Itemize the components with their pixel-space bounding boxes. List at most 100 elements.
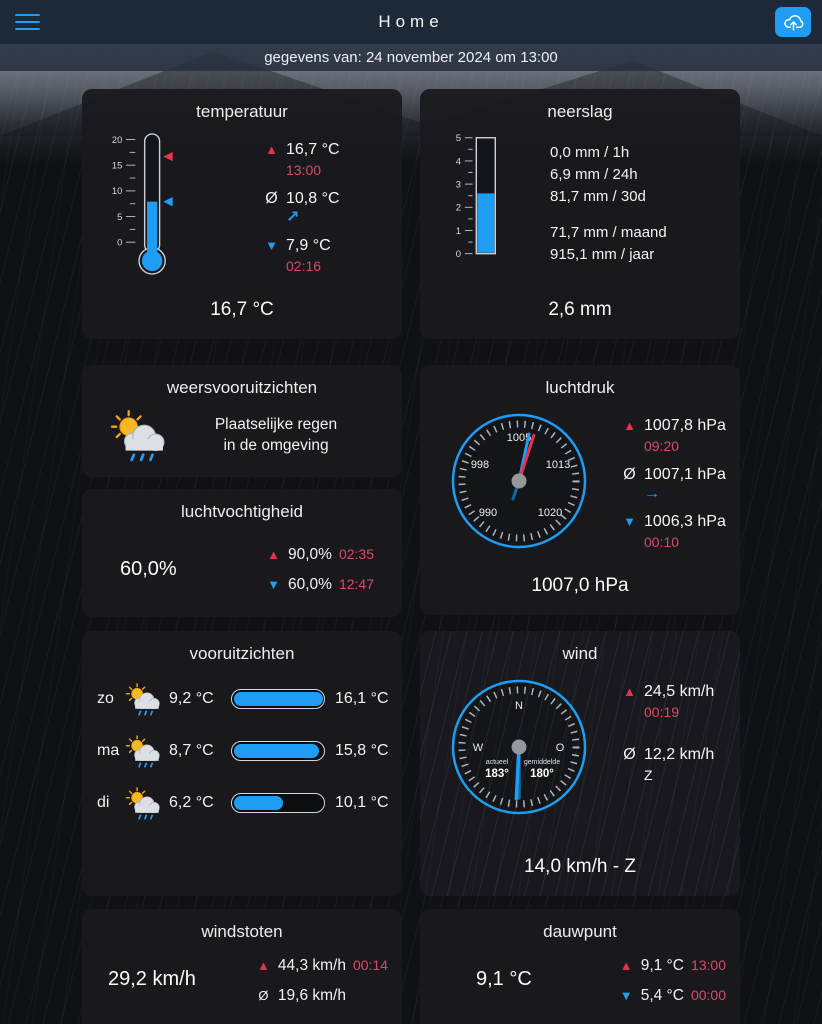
card-forecast: vooruitzichten zo 9,2 °C 16,1 °C ma 8,7 … (82, 631, 402, 896)
svg-text:1005: 1005 (507, 432, 531, 444)
min-row: ▼ 1006,3 hPa 00:10 (623, 513, 726, 550)
card-pressure: luchtdruk 990 998 1005 1013 1020 (420, 365, 740, 615)
sun-cloud-rain-icon (125, 683, 161, 716)
rain-scale-labels: 5 4 3 2 1 0 (456, 133, 461, 260)
card-title: weersvooruitzichten (166, 378, 318, 397)
forecast-row: ma 8,7 °C 15,8 °C (82, 734, 402, 768)
status-text: gegevens van: 24 november 2024 om 13:00 (264, 49, 558, 66)
max-up-icon: ▲ (267, 546, 280, 562)
compass-readout: actueel gemiddelde 183° 180° (485, 759, 560, 780)
precipitation-values: 0,0 mm / 1h 6,9 mm / 24h 81,7 mm / 30d 7… (550, 128, 667, 266)
current-pressure: 1007,0 hPa (531, 575, 629, 596)
rain-24h: 6,9 mm / 24h (550, 166, 638, 183)
avg-row: Ø 1007,1 hPa → (623, 466, 726, 502)
rain-month: 71,7 mm / maand (550, 224, 667, 241)
current-humidity: 60,0% (120, 558, 177, 580)
compass-hub (511, 739, 527, 755)
dashboard-grid: temperatuur 20 15 10 (0, 71, 822, 1024)
svg-text:O: O (556, 742, 565, 754)
sun-cloud-rain-icon (125, 787, 161, 820)
svg-text:183°: 183° (485, 768, 509, 780)
forecast-row: zo 9,2 °C 16,1 °C (82, 682, 402, 716)
min-row: ▼ 5,4 °C 00:00 (619, 987, 726, 1004)
card-title: luchtvochtigheid (181, 502, 303, 521)
wind-compass: N O W actueel gemiddelde 183° 180° (451, 679, 587, 815)
rain-30d: 81,7 mm / 30d (550, 188, 646, 205)
dewpoint-stats: ▲ 9,1 °C 13:00 ▼ 5,4 °C 00:00 (619, 956, 726, 1006)
min-time: 02:16 (286, 258, 322, 274)
svg-text:2: 2 (456, 203, 461, 214)
day-label: di (97, 794, 110, 811)
max-row: ▲ 24,5 km/h 00:19 (623, 683, 715, 720)
thermo-min-marker (163, 197, 173, 207)
card-gusts: windstoten 29,2 km/h ▲ 44,3 km/h 00:14 Ø… (82, 909, 402, 1024)
svg-text:N: N (515, 700, 523, 712)
current-temperature: 16,7 °C (210, 299, 274, 320)
svg-text:10: 10 (112, 186, 122, 196)
min-value: 7,9 °C (286, 237, 331, 254)
rain-ticks (464, 137, 473, 255)
forecast-row: di 6,2 °C 10,1 °C (82, 786, 402, 820)
dial-labels: 990 998 1005 1013 1020 (471, 432, 570, 519)
avg-row: Ø 19,6 km/h (256, 986, 388, 1006)
max-temp: 15,8 °C (335, 742, 389, 759)
max-value: 16,7 °C (286, 141, 340, 158)
gusts-stats: ▲ 44,3 km/h 00:14 Ø 19,6 km/h (256, 956, 388, 1006)
avg-symbol: Ø (265, 190, 278, 207)
svg-text:15: 15 (112, 160, 122, 170)
svg-text:actueel: actueel (486, 759, 509, 766)
left-column: temperatuur 20 15 10 (82, 89, 402, 1024)
card-humidity: luchtvochtigheid 60,0% ▲ 90,0% 02:35 ▼ 6… (82, 489, 402, 617)
svg-text:1: 1 (456, 226, 461, 237)
current-gusts: 29,2 km/h (108, 968, 196, 990)
thermometer-gauge: 20 15 10 5 0 (112, 133, 173, 275)
temp-range-bar (231, 689, 325, 709)
sun-cloud-rain-icon (110, 409, 166, 461)
min-down-icon: ▼ (265, 238, 278, 253)
svg-text:20: 20 (112, 135, 122, 145)
avg-row: Ø 12,2 km/h Z (623, 746, 715, 783)
max-time: 13:00 (286, 162, 322, 178)
svg-text:180°: 180° (530, 768, 554, 780)
svg-text:5: 5 (117, 212, 122, 222)
svg-text:0: 0 (456, 249, 461, 260)
wind-stats: ▲ 24,5 km/h 00:19 Ø 12,2 km/h Z (594, 670, 740, 783)
compass-ticks (458, 686, 580, 808)
day-label: ma (97, 742, 120, 759)
card-title: neerslag (547, 102, 613, 121)
avg-row: Ø 10,8 °C ↗ (264, 189, 339, 226)
dial-hub (511, 473, 527, 489)
current-precipitation: 2,6 mm (548, 299, 612, 320)
sun-cloud-rain-icon (125, 735, 161, 768)
svg-text:5: 5 (456, 133, 461, 144)
max-up-icon: ▲ (623, 418, 636, 433)
cloud-upload-button[interactable] (775, 7, 811, 37)
card-precipitation: neerslag 5 4 (420, 89, 740, 339)
min-temp: 8,7 °C (169, 742, 214, 759)
right-column: neerslag 5 4 (420, 89, 740, 1024)
min-down-icon: ▼ (619, 988, 633, 1003)
rain-year: 915,1 mm / jaar (550, 246, 655, 263)
min-temp: 9,2 °C (169, 690, 214, 707)
max-row: ▲ 90,0% 02:35 (267, 545, 374, 563)
max-up-icon: ▲ (256, 958, 270, 973)
card-title: vooruitzichten (189, 644, 295, 663)
max-temp: 16,1 °C (335, 690, 389, 707)
pressure-gauge: 990 998 1005 1013 1020 (451, 413, 587, 549)
rain-gauge: 5 4 3 2 1 0 (456, 133, 497, 260)
thermo-fill (147, 201, 158, 261)
page-title: Home (378, 12, 444, 31)
trend-up-icon: ↗ (286, 209, 300, 226)
max-row: ▲ 16,7 °C 13:00 (264, 140, 340, 178)
pressure-stats: ▲ 1007,8 hPa 09:20 Ø 1007,1 hPa → (594, 404, 740, 550)
status-bar: gegevens van: 24 november 2024 om 13:00 (0, 44, 822, 71)
temp-range-bar (231, 793, 325, 813)
menu-button[interactable] (11, 3, 44, 41)
svg-text:990: 990 (479, 507, 497, 519)
svg-text:0: 0 (117, 237, 122, 247)
svg-text:4: 4 (456, 156, 461, 167)
rain-fill (477, 193, 495, 253)
max-row: ▲ 44,3 km/h 00:14 (256, 957, 388, 974)
card-wind: wind N O W actueel (420, 631, 740, 896)
thermo-scale-labels: 20 15 10 5 0 (112, 135, 122, 248)
